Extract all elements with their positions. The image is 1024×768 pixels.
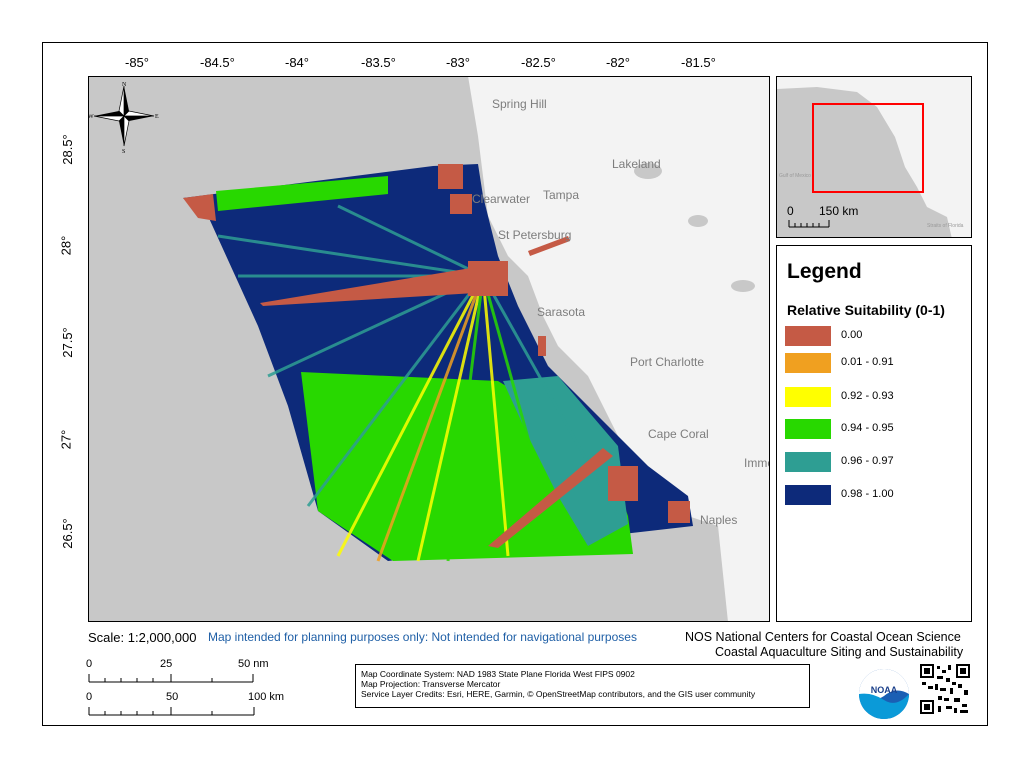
lon-tick: -84.5°: [200, 55, 235, 70]
legend-label: 0.96 - 0.97: [841, 455, 894, 467]
legend-swatch: [785, 452, 831, 472]
label-immo: Immo: [744, 456, 770, 470]
lon-tick: -81.5°: [681, 55, 716, 70]
scalebar-km-50: 50: [166, 691, 179, 703]
noaa-logo: NOAA: [859, 669, 909, 719]
legend-swatch: [785, 419, 831, 439]
inset-label-gulf: Gulf of Mexico: [779, 173, 811, 179]
lon-tick: -82°: [606, 55, 630, 70]
label-naples: Naples: [700, 513, 737, 527]
label-spring-hill: Spring Hill: [492, 97, 547, 111]
noaa-logo-text: NOAA: [871, 685, 898, 695]
compass-w: W: [88, 114, 94, 120]
scalebar-km-0: 0: [86, 691, 93, 703]
teal-zone: [503, 376, 628, 546]
zero-suitability: [183, 164, 690, 548]
inset-extent-box: [812, 103, 924, 193]
scalebar-km-bar: [88, 707, 255, 716]
legend-item: 0.94 - 0.95: [785, 419, 965, 439]
credit-line: Map Coordinate System: NAD 1983 State Pl…: [361, 669, 635, 679]
inset-svg: Gulf of Mexico Straits of Florida 0 150 …: [777, 77, 971, 237]
legend-title: Legend: [787, 260, 862, 283]
disclaimer: Map intended for planning purposes only:…: [208, 630, 637, 644]
radiating-lines: [217, 204, 620, 562]
legend-label: 0.00: [841, 329, 863, 341]
legend-swatch: [785, 387, 831, 407]
label-lakeland: Lakeland: [612, 157, 661, 171]
credit-line: Map Projection: Transverse Mercator: [361, 679, 501, 689]
legend-label: 0.98 - 1.00: [841, 488, 894, 500]
legend-swatch: [785, 485, 831, 505]
inset-label-straits: Straits of Florida: [927, 223, 964, 229]
legend-label: 0.01 - 0.91: [841, 356, 894, 368]
org-line-2: Coastal Aquaculture Siting and Sustainab…: [715, 645, 964, 659]
lon-tick: -85°: [125, 55, 149, 70]
legend: Legend Relative Suitability (0-1) 0.00 0…: [776, 245, 972, 622]
label-sarasota: Sarasota: [537, 305, 585, 319]
lat-tick: 27°: [58, 429, 74, 450]
qr-code[interactable]: [920, 664, 970, 714]
label-st-petersburg: St Petersburg: [498, 228, 571, 242]
green-strip-top: [216, 176, 388, 211]
legend-item: 0.98 - 1.00: [785, 485, 965, 505]
lake: [634, 163, 662, 179]
legend-subtitle: Relative Suitability (0-1): [787, 302, 945, 318]
legend-swatch: [785, 326, 831, 346]
legend-item: 0.96 - 0.97: [785, 452, 965, 472]
main-map-border: [88, 76, 770, 622]
compass-rose: N S E W: [88, 82, 159, 155]
lat-tick: 27.5°: [59, 327, 75, 358]
place-labels: Spring Hill Lakeland Clearwater Tampa St…: [472, 97, 770, 527]
scalebar-nm-0: 0: [86, 658, 93, 670]
legend-label: 0.94 - 0.95: [841, 422, 894, 434]
legend-swatch: [785, 353, 831, 373]
legend-item: 0.01 - 0.91: [785, 353, 965, 373]
inset-scale-150: 150 km: [819, 204, 858, 218]
compass-e: E: [155, 114, 159, 120]
label-cape-coral: Cape Coral: [648, 427, 709, 441]
lat-tick: 26.5°: [59, 518, 75, 549]
scalebar-nm-50: 50 nm: [238, 658, 269, 670]
inset-scale-0: 0: [787, 204, 794, 218]
scalebar-nm-25: 25: [160, 658, 173, 670]
main-map: Spring Hill Lakeland Clearwater Tampa St…: [88, 76, 770, 622]
lat-tick: 28°: [58, 235, 74, 256]
lake: [688, 215, 708, 227]
org-line-1: NOS National Centers for Coastal Ocean S…: [685, 630, 961, 644]
lon-tick: -82.5°: [521, 55, 556, 70]
credits-box: Map Coordinate System: NAD 1983 State Pl…: [355, 664, 810, 708]
florida-land: [468, 76, 770, 622]
legend-item: 0.00: [785, 326, 965, 346]
map-scale: Scale: 1:2,000,000: [88, 630, 197, 645]
credit-line: Service Layer Credits: Esri, HERE, Garmi…: [361, 689, 756, 699]
lon-tick: -83°: [446, 55, 470, 70]
lon-tick: -84°: [285, 55, 309, 70]
scalebar-km-100: 100 km: [248, 691, 285, 703]
compass-n: N: [122, 82, 127, 88]
label-port-charlotte: Port Charlotte: [630, 355, 704, 369]
scalebar-nm-bar: [88, 674, 254, 683]
label-clearwater: Clearwater: [472, 192, 530, 206]
lon-tick: -83.5°: [361, 55, 396, 70]
legend-label: 0.92 - 0.93: [841, 390, 894, 402]
inset-map: Gulf of Mexico Straits of Florida 0 150 …: [776, 76, 972, 238]
legend-item: 0.92 - 0.93: [785, 387, 965, 407]
lake: [731, 280, 755, 292]
lat-tick: 28.5°: [59, 134, 75, 165]
inset-scalebar: [788, 220, 830, 228]
label-tampa: Tampa: [543, 188, 579, 202]
compass-s: S: [122, 149, 125, 155]
